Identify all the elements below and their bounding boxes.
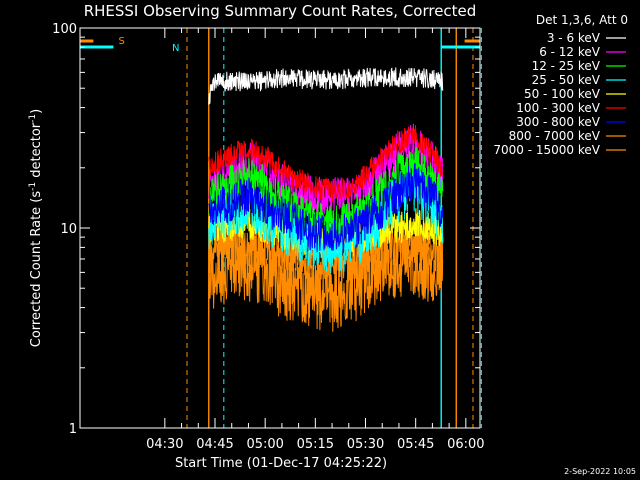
n-label: N bbox=[172, 43, 179, 54]
series-line bbox=[208, 125, 444, 203]
legend-entry-label: 12 - 25 keV bbox=[532, 59, 601, 73]
legend-entry-label: 7000 - 15000 keV bbox=[493, 143, 600, 157]
legend-entry-label: 50 - 100 keV bbox=[524, 87, 601, 101]
legend-entry-label: 800 - 7000 keV bbox=[509, 129, 601, 143]
y-tick-label: 1 bbox=[69, 422, 77, 437]
legend-entry-label: 300 - 800 keV bbox=[516, 115, 600, 129]
x-tick-label: 04:45 bbox=[196, 437, 233, 452]
y-tick-label: 100 bbox=[52, 22, 77, 37]
y-axis-label-sup2: -1 bbox=[28, 114, 38, 123]
series-line bbox=[208, 163, 444, 254]
y-axis: 1 10 100 bbox=[52, 22, 480, 437]
x-tick-label: 06:00 bbox=[447, 437, 484, 452]
legend-entry-label: 100 - 300 keV bbox=[516, 101, 600, 115]
y-axis-label: Corrected Count Rate (s-1 detector-1) bbox=[28, 109, 44, 347]
chart-title: RHESSI Observing Summary Count Rates, Co… bbox=[84, 2, 477, 20]
x-axis: 04:30 04:45 05:00 05:15 05:30 05:45 06:00 bbox=[146, 28, 485, 452]
x-tick-label: 05:45 bbox=[397, 437, 434, 452]
y-axis-label-end: ) bbox=[29, 109, 44, 114]
y-axis-label-sup1: -1 bbox=[28, 182, 38, 191]
y-tick-label: 10 bbox=[60, 222, 77, 237]
y-axis-label-main: Corrected Count Rate (s bbox=[29, 191, 44, 348]
series-line bbox=[208, 67, 444, 105]
x-axis-label: Start Time (01-Dec-17 04:25:22) bbox=[175, 456, 387, 471]
legend-entry-label: 25 - 50 keV bbox=[532, 73, 601, 87]
x-tick-label: 04:30 bbox=[146, 437, 183, 452]
legend-title: Det 1,3,6, Att 0 bbox=[536, 13, 628, 27]
series-line bbox=[208, 163, 444, 274]
x-tick-label: 05:15 bbox=[297, 437, 334, 452]
legend-entry-label: 3 - 6 keV bbox=[547, 31, 601, 45]
footer-timestamp: 2-Sep-2022 10:05 bbox=[564, 467, 636, 476]
y-axis-label-mid: detector bbox=[29, 122, 44, 182]
legend-entry-label: 6 - 12 keV bbox=[539, 45, 601, 59]
s-label: S bbox=[118, 36, 124, 47]
x-tick-label: 05:30 bbox=[347, 437, 384, 452]
x-tick-label: 05:00 bbox=[246, 437, 283, 452]
